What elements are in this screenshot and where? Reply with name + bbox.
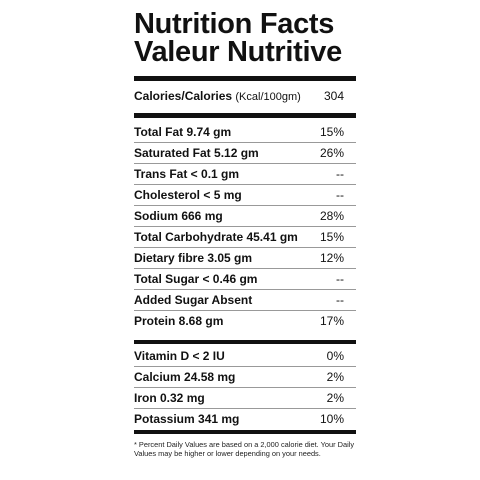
- row-divider: [134, 205, 356, 206]
- nutrient-row: Vitamin D < 2 IU 0%: [134, 346, 356, 366]
- nutrient-row: Trans Fat < 0.1 gm --: [134, 164, 356, 184]
- nutrient-row: Calcium 24.58 mg 2%: [134, 367, 356, 387]
- nutrient-name: Vitamin D < 2 IU: [134, 349, 225, 363]
- nutrient-name: Sodium 666 mg: [134, 209, 223, 223]
- nutrient-row: Protein 8.68 gm 17%: [134, 311, 356, 331]
- nutrient-row: Dietary fibre 3.05 gm 12%: [134, 248, 356, 268]
- thick-divider-top: [134, 76, 356, 81]
- nutrient-row: Sodium 666 mg 28%: [134, 206, 356, 226]
- nutrient-row: Iron 0.32 mg 2%: [134, 388, 356, 408]
- row-divider: [134, 142, 356, 143]
- nutrient-name: Total Carbohydrate 45.41 gm: [134, 230, 298, 244]
- footnote: * Percent Daily Values are based on a 2,…: [134, 440, 355, 458]
- row-divider: [134, 163, 356, 164]
- nutrient-row: Saturated Fat 5.12 gm 26%: [134, 143, 356, 163]
- calories-unit: (Kcal/100gm): [235, 91, 301, 103]
- nutrient-daily-value: 15%: [319, 230, 344, 244]
- nutrient-daily-value: 10%: [319, 412, 344, 426]
- nutrient-daily-value: 2%: [326, 391, 344, 405]
- row-divider: [134, 268, 356, 269]
- nutrient-daily-value: 26%: [319, 146, 344, 160]
- nutrient-name: Total Fat 9.74 gm: [134, 125, 232, 139]
- nutrient-daily-value: --: [336, 272, 344, 286]
- nutrient-name: Calcium 24.58 mg: [134, 370, 236, 384]
- thick-divider-calories: [134, 113, 356, 118]
- row-divider: [134, 387, 356, 388]
- row-divider: [134, 289, 356, 290]
- calories-row: Calories/Calories (Kcal/100gm) 304: [134, 86, 356, 106]
- nutrient-daily-value: 2%: [326, 370, 344, 384]
- nutrient-name: Saturated Fat 5.12 gm: [134, 146, 259, 160]
- nutrition-label: Nutrition Facts Valeur Nutritive Calorie…: [122, 0, 358, 480]
- nutrient-name: Trans Fat < 0.1 gm: [134, 167, 240, 181]
- nutrient-name: Iron 0.32 mg: [134, 391, 205, 405]
- row-divider: [134, 226, 356, 227]
- nutrient-daily-value: 28%: [319, 209, 344, 223]
- nutrient-daily-value: 0%: [326, 349, 344, 363]
- thick-divider-vitamins: [134, 340, 356, 344]
- nutrient-name: Added Sugar Absent: [134, 293, 253, 307]
- nutrient-row: Cholesterol < 5 mg --: [134, 185, 356, 205]
- title-french: Valeur Nutritive: [134, 36, 342, 68]
- nutrient-row: Potassium 341 mg 10%: [134, 409, 356, 429]
- nutrient-daily-value: 12%: [319, 251, 344, 265]
- row-divider: [134, 184, 356, 185]
- nutrient-daily-value: 15%: [319, 125, 344, 139]
- nutrient-daily-value: --: [336, 167, 344, 181]
- nutrient-name: Total Sugar < 0.46 gm: [134, 272, 258, 286]
- row-divider: [134, 310, 356, 311]
- nutrient-daily-value: --: [336, 188, 344, 202]
- nutrient-row: Total Fat 9.74 gm 15%: [134, 122, 356, 142]
- title-english: Nutrition Facts: [134, 8, 335, 40]
- nutrient-name: Cholesterol < 5 mg: [134, 188, 242, 202]
- nutrient-name: Protein 8.68 gm: [134, 314, 224, 328]
- row-divider: [134, 247, 356, 248]
- nutrient-daily-value: 17%: [319, 314, 344, 328]
- nutrient-name: Dietary fibre 3.05 gm: [134, 251, 253, 265]
- nutrient-name: Potassium 341 mg: [134, 412, 240, 426]
- calories-label: Calories/Calories: [134, 89, 233, 103]
- row-divider: [134, 366, 356, 367]
- calories-value: 304: [323, 89, 344, 103]
- nutrient-row: Added Sugar Absent --: [134, 290, 356, 310]
- nutrient-row: Total Carbohydrate 45.41 gm 15%: [134, 227, 356, 247]
- row-divider: [134, 408, 356, 409]
- nutrient-daily-value: --: [336, 293, 344, 307]
- thick-divider-bottom: [134, 430, 356, 434]
- nutrient-row: Total Sugar < 0.46 gm --: [134, 269, 356, 289]
